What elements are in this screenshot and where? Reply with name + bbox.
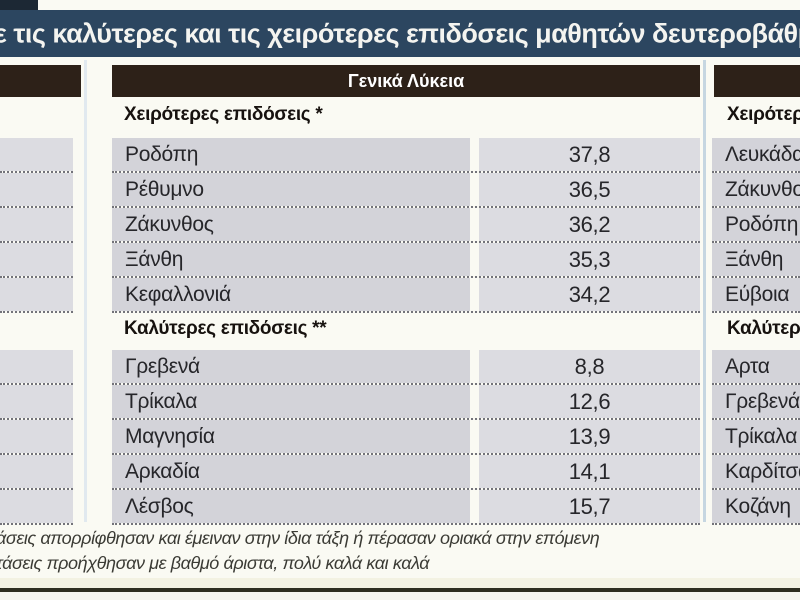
region-name: Καρδίτσα bbox=[712, 455, 800, 488]
region-name: Τρίκαλα bbox=[712, 420, 800, 453]
table-row: Αρκαδία 14,1 bbox=[112, 455, 700, 490]
table-row bbox=[0, 173, 73, 208]
region-value: 14,1 bbox=[479, 455, 700, 488]
region-name: Ξάνθη bbox=[712, 243, 800, 276]
region-value: 8,8 bbox=[479, 350, 700, 383]
region-value: 13,9 bbox=[479, 420, 700, 453]
table-row bbox=[0, 138, 73, 173]
table-row: Ξάνθη 35,3 bbox=[112, 243, 700, 278]
center-best-label: Καλύτερες επιδόσεις ** bbox=[124, 318, 327, 339]
table-row: Ζάκυνθος bbox=[712, 173, 800, 208]
table-row: Ζάκυνθος 36,2 bbox=[112, 208, 700, 243]
region-name: Λευκάδα bbox=[712, 138, 800, 171]
table-row bbox=[0, 208, 73, 243]
bottom-cream-strip bbox=[0, 578, 800, 588]
left-table-header bbox=[0, 65, 81, 97]
table-row bbox=[0, 243, 73, 278]
table-row: Μαγνησία 13,9 bbox=[112, 420, 700, 455]
center-table-header: Γενικά Λύκεια bbox=[112, 65, 700, 97]
table-row: Ξάνθη bbox=[712, 243, 800, 278]
bottom-margin bbox=[0, 592, 800, 600]
center-worst-label: Χειρότερες επιδόσεις * bbox=[124, 104, 323, 125]
region-value: 37,8 bbox=[479, 138, 700, 171]
table-row: Ρέθυμνο 36,5 bbox=[112, 173, 700, 208]
region-name: Εύβοια bbox=[712, 278, 800, 311]
footnote-best: τάσεις προήχθησαν με βαθμό άριστα, πολύ … bbox=[0, 553, 430, 573]
region-name: Γρεβενά bbox=[112, 350, 470, 383]
table-row: Εύβοια bbox=[712, 278, 800, 313]
region-name: Ρέθυμνο bbox=[112, 173, 470, 206]
region-value: 34,2 bbox=[479, 278, 700, 311]
region-name: Ζάκυνθος bbox=[712, 173, 800, 206]
table-row bbox=[0, 385, 73, 420]
center-worst-rows: Ροδόπη 37,8 Ρέθυμνο 36,5 Ζάκυνθος 36,2 Ξ… bbox=[112, 138, 700, 313]
table-row: Γρεβενά bbox=[712, 385, 800, 420]
region-name: Αρκαδία bbox=[112, 455, 470, 488]
table-row: Κοζάνη bbox=[712, 490, 800, 525]
page-title: ε τις καλύτερες και τις χειρότερες επιδό… bbox=[0, 18, 800, 48]
region-value: 35,3 bbox=[479, 243, 700, 276]
table-row bbox=[0, 455, 73, 490]
region-name: Γρεβενά bbox=[712, 385, 800, 418]
table-row: Αρτα bbox=[712, 350, 800, 385]
footnote-worst: άσεις απορρίφθησαν και έμειναν στην ίδια… bbox=[0, 528, 600, 548]
center-table-title: Γενικά Λύκεια bbox=[347, 71, 465, 91]
region-name: Ροδόπη bbox=[712, 208, 800, 241]
bottom-rule bbox=[0, 588, 800, 592]
region-value: 15,7 bbox=[479, 490, 700, 523]
region-name: Ροδόπη bbox=[112, 138, 470, 171]
right-best-rows: Αρτα Γρεβενά Τρίκαλα Καρδίτσα Κοζάνη bbox=[712, 350, 800, 525]
table-row: Τρίκαλα bbox=[712, 420, 800, 455]
left-table-worst-rows bbox=[0, 138, 73, 313]
region-name: Μαγνησία bbox=[112, 420, 470, 453]
region-value: 36,5 bbox=[479, 173, 700, 206]
table-row: Λευκάδα bbox=[712, 138, 800, 173]
region-name: Τρίκαλα bbox=[112, 385, 470, 418]
right-table-header bbox=[714, 65, 800, 97]
table-row bbox=[0, 420, 73, 455]
region-name: Ξάνθη bbox=[112, 243, 470, 276]
column-divider-right bbox=[703, 60, 706, 522]
left-table-best-rows bbox=[0, 350, 73, 525]
column-divider-left bbox=[84, 60, 87, 522]
region-name: Αρτα bbox=[712, 350, 800, 383]
region-value: 12,6 bbox=[479, 385, 700, 418]
right-worst-label: Χειρότερες επιδόσεις * bbox=[727, 104, 800, 125]
table-row: Γρεβενά 8,8 bbox=[112, 350, 700, 385]
region-name: Λέσβος bbox=[112, 490, 470, 523]
table-row: Κεφαλλονιά 34,2 bbox=[112, 278, 700, 313]
title-bar: ε τις καλύτερες και τις χειρότερες επιδό… bbox=[0, 10, 800, 57]
table-row: Λέσβος 15,7 bbox=[112, 490, 700, 525]
table-row: Ροδόπη bbox=[712, 208, 800, 243]
region-name: Ζάκυνθος bbox=[112, 208, 470, 241]
right-worst-rows: Λευκάδα Ζάκυνθος Ροδόπη Ξάνθη Εύβοια bbox=[712, 138, 800, 313]
table-row bbox=[0, 350, 73, 385]
right-best-label: Καλύτερες επιδόσεις ** bbox=[727, 318, 800, 339]
table-row bbox=[0, 490, 73, 525]
corner-box bbox=[0, 0, 38, 10]
table-row bbox=[0, 278, 73, 313]
region-value: 36,2 bbox=[479, 208, 700, 241]
region-name: Κεφαλλονιά bbox=[112, 278, 470, 311]
table-row: Ροδόπη 37,8 bbox=[112, 138, 700, 173]
table-row: Τρίκαλα 12,6 bbox=[112, 385, 700, 420]
table-row: Καρδίτσα bbox=[712, 455, 800, 490]
region-name: Κοζάνη bbox=[712, 490, 800, 523]
center-best-rows: Γρεβενά 8,8 Τρίκαλα 12,6 Μαγνησία 13,9 Α… bbox=[112, 350, 700, 525]
